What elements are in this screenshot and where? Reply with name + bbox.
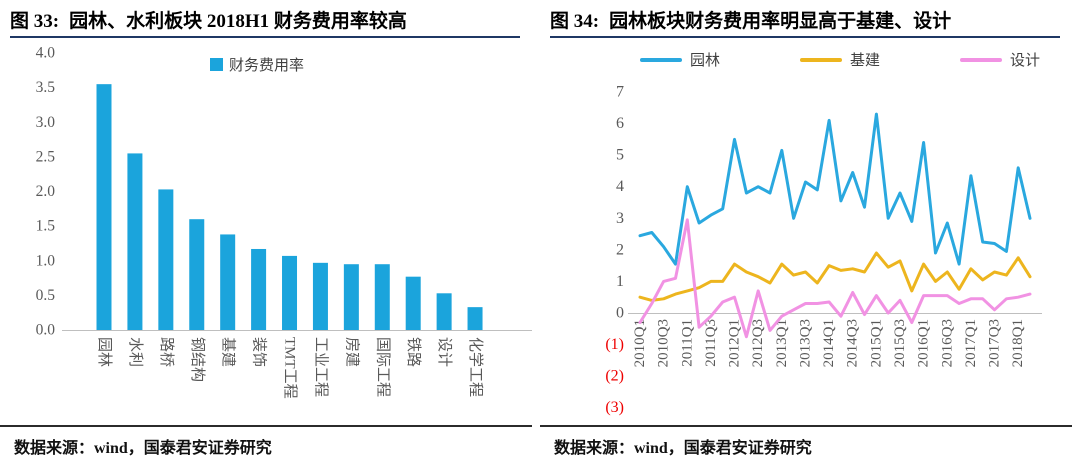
y-tick-label: 5 (616, 147, 624, 164)
bar-设计 (436, 293, 452, 330)
x-category-label: 铁路 (405, 337, 422, 367)
x-tick-label: 2015Q1 (868, 319, 884, 367)
x-tick-label: 2014Q3 (845, 319, 861, 367)
y-tick-label: 2 (616, 241, 624, 258)
x-category-label: 装饰 (251, 337, 268, 367)
x-category-label: 设计 (436, 337, 453, 367)
y-tick-label: 1.5 (36, 218, 56, 235)
figure-33-header: 图 33: 园林、水利板块 2018H1 财务费用率较高 (10, 6, 520, 38)
figure-34-title: 园林板块财务费用率明显高于基建、设计 (609, 11, 952, 32)
y-tick-label: 3.5 (36, 79, 56, 96)
y-tick-label: 2.0 (36, 183, 56, 200)
bar-房建 (343, 264, 359, 330)
bar-钢结构 (189, 219, 205, 330)
x-tick-label: 2012Q1 (727, 319, 743, 367)
x-category-label: 工业工程 (312, 337, 329, 397)
legend-label: 财务费用率 (229, 58, 305, 74)
series-line-设计 (638, 218, 1032, 339)
bar-chart-legend: 财务费用率 (210, 54, 304, 75)
x-category-label: 园林 (96, 337, 113, 367)
bar-工业工程 (312, 262, 328, 330)
x-tick-label: 2013Q1 (774, 319, 790, 367)
legend-swatch-icon (959, 57, 1002, 62)
x-tick-label: 2015Q3 (892, 319, 908, 367)
legend-label: 基建 (849, 53, 880, 69)
line-chart-svg: 7 6 5 4 3 2 1 0 (1) (2) (3) 2010Q1 2010Q3 2011Q1 2011Q… (605, 84, 1042, 416)
figure-34-source-text: 数据来源：wind，国泰君安证券研究 (554, 440, 812, 457)
x-category-label: 化学工程 (467, 337, 484, 397)
x-category-label: 水利 (127, 337, 144, 367)
bar-铁路 (405, 276, 421, 330)
y-tick-label: 1.0 (36, 252, 56, 269)
y-tick-label: 0.5 (36, 287, 56, 304)
y-tick-label: 4 (616, 178, 624, 195)
y-tick-label: 6 (616, 115, 624, 132)
x-tick-label: 2014Q1 (821, 319, 837, 367)
x-tick-label: 2017Q3 (987, 319, 1003, 367)
x-tick-label: 2010Q1 (632, 319, 648, 367)
x-tick-label: 2017Q1 (963, 319, 979, 367)
legend-swatch-icon (799, 57, 842, 62)
y-tick-label: (2) (605, 368, 624, 385)
figure-33-panel: 图 33: 园林、水利板块 2018H1 财务费用率较高 0.0 0.5 1.0 1.5… (0, 6, 532, 458)
legend-swatch-icon (210, 58, 223, 71)
y-tick-label: 3.0 (36, 114, 56, 131)
y-tick-label: 0.0 (36, 322, 56, 339)
y-tick-label: 2.5 (36, 148, 56, 165)
bar-装饰 (251, 248, 267, 330)
legend-label: 设计 (1009, 53, 1040, 69)
x-category-label: 房建 (343, 337, 360, 367)
bar-基建 (220, 234, 236, 330)
bar-路桥 (158, 189, 174, 330)
figure-33-source-text: 数据来源：wind，国泰君安证券研究 (14, 440, 272, 457)
x-tick-label: 2010Q3 (656, 319, 672, 367)
y-tick-label: 3 (616, 210, 624, 227)
legend-item-基建: 基建 (799, 49, 880, 70)
series-line-园林 (638, 112, 1032, 266)
legend-item-设计: 设计 (959, 49, 1040, 70)
figure-34-header: 图 34: 园林板块财务费用率明显高于基建、设计 (550, 6, 1060, 38)
x-tick-label: 2013Q3 (797, 319, 813, 367)
x-category-label: TMT工程 (282, 337, 299, 399)
y-tick-label: (1) (605, 336, 624, 353)
figure-33-number: 图 33: (10, 11, 60, 32)
legend-item-财务费用率: 财务费用率 (210, 54, 304, 75)
x-tick-label: 2011Q3 (703, 319, 719, 367)
bar-chart-svg: 0.0 0.5 1.0 1.5 2.0 2.5 3.0 3.5 4.0 园林 水利 路桥 钢结构 基建 装饰… (36, 45, 532, 399)
figure-34-number: 图 34: (550, 11, 600, 32)
figure-34-source: 数据来源：wind，国泰君安证券研究 (540, 425, 1072, 458)
x-category-label: 国际工程 (374, 337, 391, 397)
bar-TMT工程 (282, 255, 298, 330)
y-tick-label: 1 (616, 273, 624, 290)
y-tick-label: 7 (616, 84, 624, 101)
legend-swatch-icon (640, 57, 682, 62)
bar-园林 (96, 84, 112, 330)
legend-item-园林: 园林 (640, 49, 720, 70)
line-chart-legend: 园林 基建 设计 (640, 49, 1040, 70)
x-tick-label: 2011Q1 (679, 319, 695, 367)
x-tick-label: 2016Q1 (916, 319, 932, 367)
x-tick-label: 2018Q1 (1010, 319, 1026, 367)
y-tick-label: 4.0 (36, 45, 56, 62)
x-tick-label: 2016Q3 (939, 319, 955, 367)
figure-33-source: 数据来源：wind，国泰君安证券研究 (0, 425, 532, 458)
y-tick-label: 0 (616, 305, 624, 322)
figure-33-title: 园林、水利板块 2018H1 财务费用率较高 (69, 11, 407, 32)
legend-label: 园林 (690, 53, 721, 69)
x-category-label: 钢结构 (189, 337, 206, 382)
figure-34-panel: 图 34: 园林板块财务费用率明显高于基建、设计 7 6 5 4 3 2 1 0 (1) (2) (3… (540, 0, 1080, 464)
bar-水利 (127, 153, 143, 330)
bar-国际工程 (374, 264, 390, 330)
bar-化学工程 (467, 307, 483, 330)
series-line-基建 (638, 251, 1032, 302)
y-tick-label: (3) (605, 399, 624, 416)
x-category-label: 基建 (220, 337, 237, 367)
x-tick-label: 2012Q3 (750, 319, 766, 367)
x-category-label: 路桥 (158, 337, 175, 367)
